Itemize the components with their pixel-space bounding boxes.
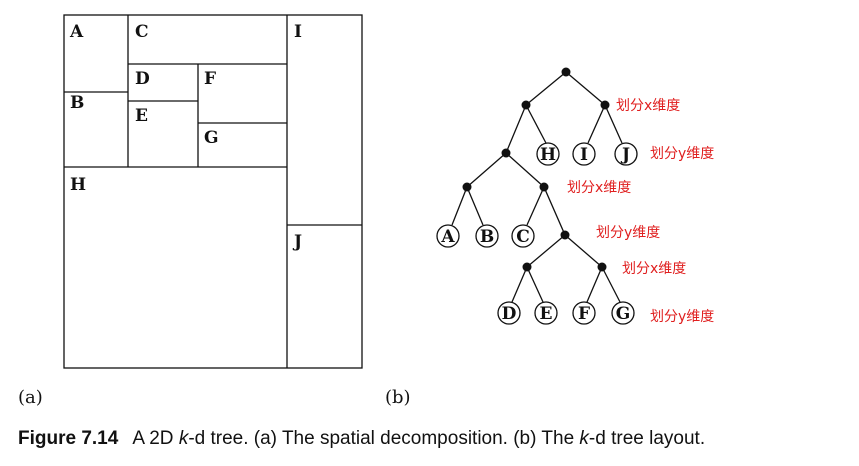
region-label-b: B — [70, 93, 84, 113]
annotation-split-x: 划分x维度 — [567, 180, 631, 196]
tree-internal-nodes — [462, 67, 610, 272]
tree-node — [600, 100, 610, 110]
kd-tree-figure: A B C D E F G H I J (a) — [18, 14, 714, 408]
leaf-c: C — [516, 227, 530, 247]
panel-label-b: (b) — [385, 387, 411, 408]
leaf-e: E — [540, 304, 553, 324]
caption-italic-k: k — [579, 428, 589, 449]
region-label-g: G — [204, 128, 219, 148]
leaf-a: A — [440, 227, 455, 247]
leaf-d: D — [502, 304, 517, 324]
leaf-f: F — [578, 304, 590, 324]
figure-number: Figure 7.14 — [18, 428, 119, 449]
caption-text-2: -d tree. (a) The spatial decomposition. … — [188, 428, 580, 449]
annotation-split-x: 划分x维度 — [616, 98, 680, 114]
leaf-j: J — [620, 145, 630, 165]
region-label-f: F — [204, 69, 216, 89]
tree-node — [560, 230, 570, 240]
region-label-j: J — [292, 232, 302, 252]
leaf-g: G — [616, 304, 631, 324]
tree-edges — [451, 71, 623, 303]
leaf-b: B — [480, 227, 494, 247]
tree-leaf-nodes: H I J A B C D E F G — [436, 142, 638, 325]
annotation-split-y: 划分y维度 — [650, 146, 714, 162]
figure-caption: Figure 7.14 A 2D k-d tree. (a) The spatia… — [18, 428, 705, 450]
tree-node-root — [561, 67, 571, 77]
tree-node — [521, 100, 531, 110]
leaf-h: H — [540, 145, 556, 165]
region-label-h: H — [70, 175, 86, 195]
caption-text-3: -d tree layout. — [588, 428, 706, 449]
region-label-c: C — [135, 22, 149, 42]
outer-boundary — [63, 14, 363, 369]
panel-label-a: (a) — [18, 387, 43, 408]
annotation-split-y: 划分y维度 — [596, 225, 660, 241]
region-label-e: E — [135, 106, 148, 126]
annotation-split-y: 划分y维度 — [650, 309, 714, 325]
leaf-i: I — [580, 145, 588, 165]
caption-italic-k: k — [178, 428, 189, 449]
region-labels: A B C D E F G H I J — [69, 22, 302, 252]
annotation-split-x: 划分x维度 — [622, 261, 686, 277]
split-annotations: 划分x维度 划分y维度 划分x维度 划分y维度 划分x维度 划分y维度 — [567, 98, 714, 325]
tree-node — [501, 148, 511, 158]
tree-node — [462, 182, 472, 192]
tree-node — [522, 262, 532, 272]
caption-text-1: A 2D — [132, 428, 179, 449]
region-label-i: I — [294, 22, 302, 42]
region-label-a: A — [69, 22, 84, 42]
tree-node — [539, 182, 549, 192]
spatial-decomposition — [63, 14, 363, 369]
tree-node — [597, 262, 607, 272]
region-label-d: D — [135, 69, 150, 89]
